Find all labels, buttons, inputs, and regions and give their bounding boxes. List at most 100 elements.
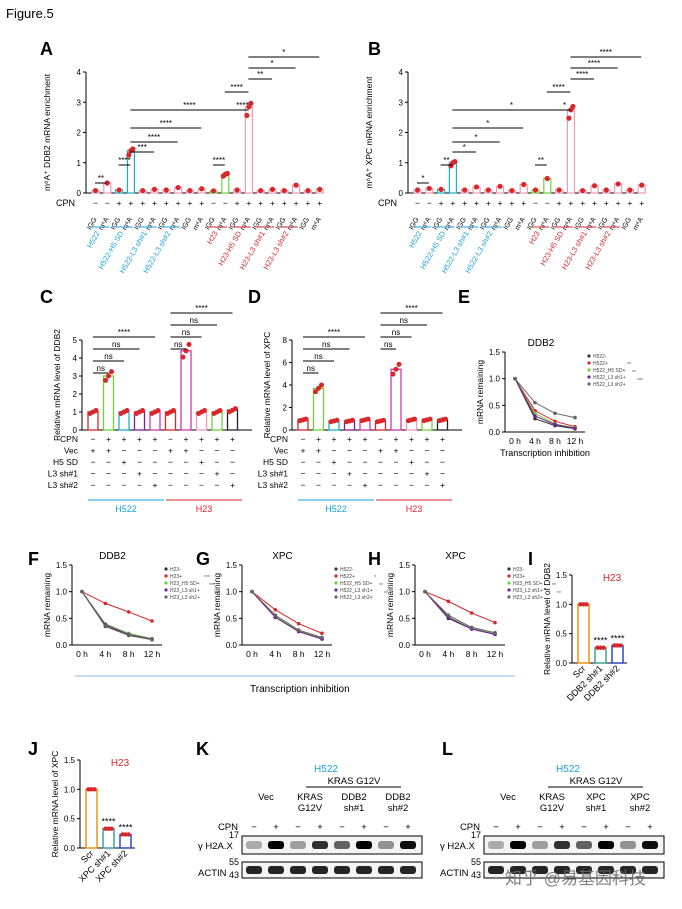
panel-a-point — [305, 187, 311, 194]
panel-f-series-point — [150, 619, 154, 623]
panel-g-legend-label: H522_L3 sh1+ — [340, 588, 373, 594]
panel-a-sig-label: * — [282, 48, 285, 57]
panel-h-legend-label: H23_L3 sh2+ — [513, 595, 543, 601]
panel-l-cpn-mark: + — [647, 822, 653, 833]
panel-f-series-point — [103, 624, 108, 628]
panel-label-b: B — [368, 39, 381, 59]
panel-a-sig-label: **** — [183, 101, 195, 110]
panel-d-point — [443, 416, 448, 422]
panel-a-point — [293, 182, 299, 188]
panel-label-h: H — [368, 549, 381, 569]
panel-d-cond-mark: − — [301, 480, 306, 490]
panel-d-cond-mark: + — [316, 434, 321, 444]
panel-l-band-actin — [488, 866, 504, 874]
panel-a-y-tick-label: 2 — [77, 129, 82, 138]
panel-k-cpn-label: CPN — [218, 822, 238, 833]
panel-d-cond-mark: − — [332, 469, 337, 479]
panel-e-series-line — [514, 378, 576, 430]
panel-d-cond-mark: − — [316, 480, 321, 490]
panel-d-point — [319, 382, 324, 388]
panel-b-point — [627, 187, 633, 193]
panel-k-lane-label: DDB2 — [385, 792, 410, 803]
panel-a-x-tick-label: m⁶A — [169, 216, 182, 231]
panel-c-cond-mark: − — [168, 469, 173, 479]
panel-l-lane-label: G12V — [540, 803, 565, 814]
panel-c-y-tick-label: 3 — [73, 372, 78, 381]
panel-k-mw: 43 — [229, 870, 239, 880]
panel-g-legend-label: H522_H5 SD+ — [340, 581, 372, 587]
panel-l-cell-label: H522 — [556, 764, 580, 775]
panel-e-y-tick-label: 0.5 — [489, 401, 501, 410]
panel-k-band-actin — [400, 866, 416, 874]
panel-f-x-tick-label: 12 h — [144, 649, 161, 659]
panel-b-sig-label: * — [474, 133, 477, 142]
panel-d-cond-mark: − — [301, 457, 306, 467]
panel-a-cpn-mark: − — [105, 198, 110, 208]
panel-a-point — [269, 186, 276, 192]
panel-l-row-label: ACTIN — [440, 868, 469, 879]
panel-a-cpn-mark: + — [294, 198, 299, 208]
panel-c-cond-mark: − — [168, 457, 173, 467]
panel-c-cond-mark: − — [106, 469, 111, 479]
panel-g-legend-marker — [334, 595, 338, 599]
panel-h-series-line — [424, 591, 496, 635]
panel-c-point — [124, 408, 130, 414]
panel-a-point — [220, 173, 226, 179]
panel-a-group-label: H23 — [205, 230, 220, 246]
panel-j-bar — [85, 788, 98, 849]
panel-d-cond-mark: + — [363, 480, 368, 490]
panel-f-legend-label: H23_L3 sh2+ — [170, 595, 200, 601]
panel-d-cond-mark: − — [378, 469, 383, 479]
panel-g-legend-label: H522+ — [340, 574, 355, 580]
panel-a-point — [199, 186, 205, 192]
panel-k-band-actin — [246, 866, 262, 874]
panel-a-x-tick-label: m⁶A — [98, 216, 111, 231]
panel-l-band-h2ax — [620, 841, 636, 849]
panel-a-point — [140, 187, 146, 194]
panel-d-cond-mark: − — [440, 446, 445, 456]
panel-f-title: DDB2 — [99, 551, 126, 562]
panel-g-series-point — [296, 628, 301, 632]
panel-a-cpn-mark: + — [199, 198, 204, 208]
panel-k-band-actin — [356, 866, 372, 874]
panel-c-cond-mark: − — [91, 469, 96, 479]
panel-c-point — [183, 348, 189, 354]
panel-l-kras-label: KRAS G12V — [570, 776, 623, 787]
panel-d-cond-mark: − — [440, 469, 445, 479]
panel-c-cond-mark: + — [184, 446, 189, 456]
panel-c-cond-mark: + — [230, 480, 235, 490]
panel-b-x-tick-label: IGG — [550, 217, 562, 232]
panel-k-band-h2ax — [268, 841, 284, 849]
panel-d-cond-mark: − — [363, 469, 368, 479]
panel-a-point — [187, 187, 193, 194]
panel-d-sig-label: ns — [307, 364, 315, 373]
panel-a-x-tick-label: m⁶A — [310, 216, 323, 231]
panel-h-y-tick-label: 1.0 — [399, 588, 411, 597]
panel-c-cond-mark: + — [184, 434, 189, 444]
panel-l-lane-label: XPC — [586, 792, 606, 803]
panel-d-bar — [390, 368, 402, 431]
panel-b-cpn-mark: + — [627, 198, 632, 208]
panel-d-group-label: H23 — [406, 504, 423, 514]
panel-b-cpn-mark: + — [568, 198, 573, 208]
panel-b-cpn-mark: + — [486, 198, 491, 208]
panel-f-y-tick-label: 0.0 — [56, 641, 68, 650]
panel-k-lane-label: KRAS — [297, 792, 323, 803]
panel-c-cond-mark: − — [122, 480, 127, 490]
panel-a-x-tick-label: IGG — [251, 217, 263, 232]
panel-a-sig-label: **** — [148, 133, 160, 142]
panel-h-series-point — [469, 625, 474, 630]
panel-c-point — [103, 377, 108, 383]
panel-g-y-tick-label: 0.0 — [226, 641, 238, 650]
panel-b-x-tick-label: IGG — [503, 217, 515, 232]
panel-d-cond-mark: − — [394, 480, 399, 490]
panel-l-band-h2ax — [576, 841, 592, 849]
panel-i-bar — [594, 647, 607, 664]
panel-d-sig-label: ns — [384, 340, 392, 349]
panel-a-cpn-mark: + — [246, 198, 251, 208]
panel-d-cond-mark: − — [332, 480, 337, 490]
panel-k-lane-label: G12V — [298, 803, 323, 814]
panel-b-cpn-mark: − — [427, 198, 432, 208]
panel-label-k: K — [196, 739, 209, 759]
panel-c-sig-label: ns — [104, 352, 112, 361]
